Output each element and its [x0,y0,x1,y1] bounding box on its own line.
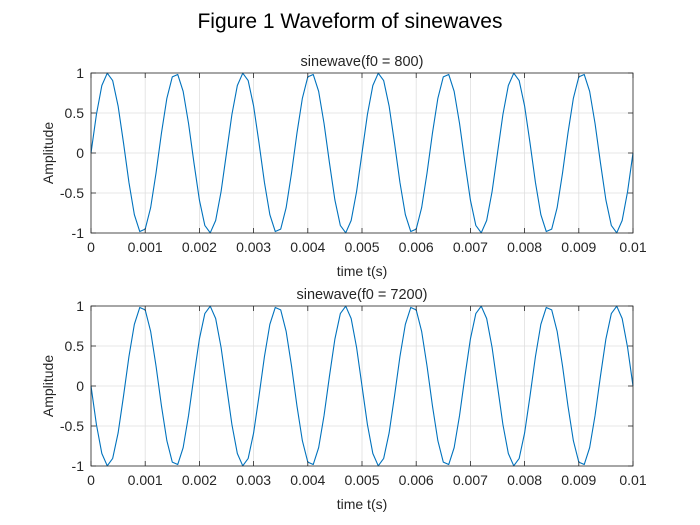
series-line [90,72,634,234]
x-tick-label: 0.001 [128,239,163,255]
x-tick-label: 0.005 [344,472,379,488]
y-axis-label: Amplitude [40,122,56,184]
x-tick-label: 0.003 [236,472,271,488]
x-tick-label: 0.001 [128,472,163,488]
y-tick-label: 0.5 [65,338,85,354]
y-tick-label: 0 [76,378,84,394]
figure-title: Figure 1 Waveform of sinewaves [197,10,503,33]
x-tick-label: 0.004 [290,239,325,255]
chart-title: sinewave(f0 = 7200) [297,287,428,303]
x-tick-label: 0.009 [561,472,596,488]
x-tick-label: 0.002 [182,239,217,255]
x-tick-label: 0 [87,472,95,488]
x-tick-label: 0.008 [507,472,542,488]
y-axis-label: Amplitude [40,355,56,417]
x-tick-label: 0.01 [619,472,646,488]
x-tick-label: 0.005 [344,239,379,255]
y-tick-label: -1 [72,225,85,241]
x-tick-label: 0.002 [182,472,217,488]
x-tick-label: 0.008 [507,239,542,255]
x-tick-label: 0 [87,239,95,255]
y-tick-label: 1 [76,65,84,81]
x-tick-label: 0.003 [236,239,271,255]
x-axis-label: time t(s) [337,263,388,279]
x-tick-label: 0.007 [453,472,488,488]
x-axis-label: time t(s) [337,496,388,512]
y-tick-label: -0.5 [60,418,84,434]
y-tick-label: 0.5 [65,105,85,121]
x-tick-label: 0.01 [619,239,646,255]
x-tick-label: 0.006 [399,239,434,255]
subplot-1: sinewave(f0 = 800) time t(s) Amplitude 0… [40,54,647,279]
x-tick-label: 0.009 [561,239,596,255]
y-tick-label: -0.5 [60,185,84,201]
x-tick-label: 0.006 [399,472,434,488]
series-line [90,305,634,467]
subplot-2: sinewave(f0 = 7200) time t(s) Amplitude … [40,287,647,512]
y-tick-label: 1 [76,298,84,314]
x-tick-label: 0.007 [453,239,488,255]
y-tick-label: 0 [76,145,84,161]
y-tick-label: -1 [72,458,85,474]
chart-title: sinewave(f0 = 800) [301,54,424,70]
x-tick-label: 0.004 [290,472,325,488]
